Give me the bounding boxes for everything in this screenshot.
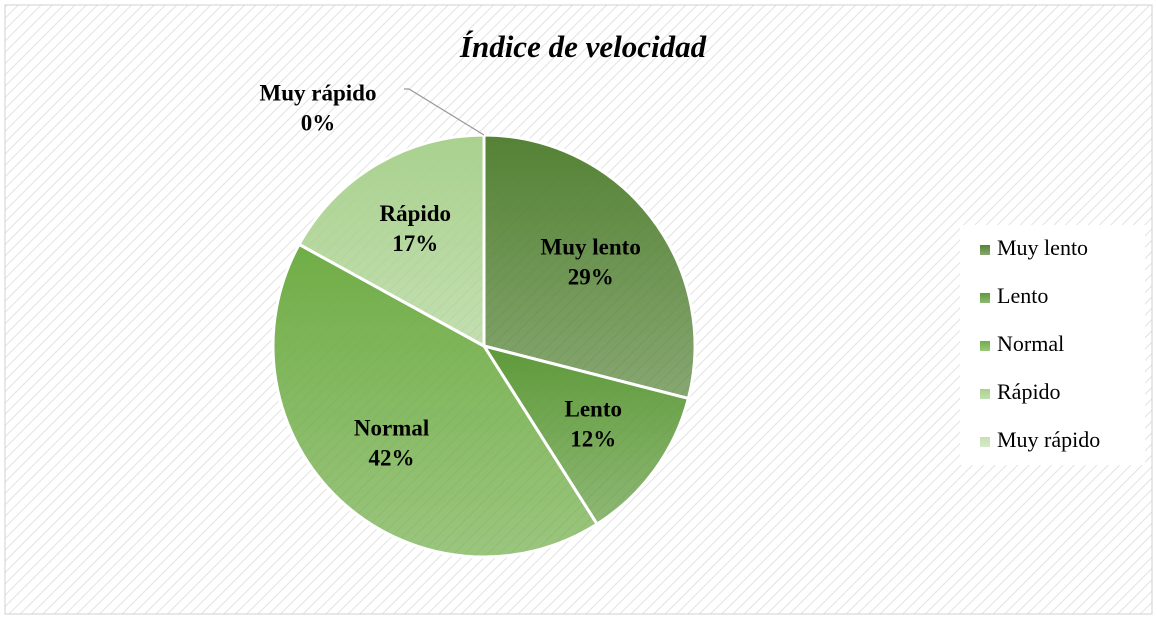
data-label-value: 12% <box>570 427 616 452</box>
pie-slice <box>297 133 486 349</box>
legend-background <box>960 225 1145 465</box>
data-label-name: Normal <box>354 416 429 441</box>
data-label-value: 29% <box>568 265 614 290</box>
legend-label: Rápido <box>997 379 1061 404</box>
data-label-value: 42% <box>369 446 415 471</box>
data-label-value: 17% <box>392 231 438 256</box>
data-label-name: Muy rápido <box>260 80 377 105</box>
data-label-value: 0% <box>301 110 336 135</box>
legend-label: Lento <box>997 283 1048 308</box>
legend-swatch <box>980 245 990 255</box>
pie-slice <box>482 133 697 401</box>
pie-slice <box>480 343 691 527</box>
legend-swatch <box>980 341 990 351</box>
pie-slice <box>271 242 600 559</box>
legend-swatch <box>980 437 990 447</box>
legend-swatch <box>980 389 990 399</box>
chart-title: Índice de velocidad <box>459 29 707 64</box>
legend-label: Muy lento <box>997 235 1088 260</box>
legend-label: Normal <box>997 331 1064 356</box>
data-label-name: Muy lento <box>541 235 641 260</box>
data-label-name: Lento <box>564 397 622 422</box>
legend-label: Muy rápido <box>997 427 1100 452</box>
data-label-name: Rápido <box>379 201 451 226</box>
legend-swatch <box>980 293 990 303</box>
leader-line <box>404 88 485 136</box>
